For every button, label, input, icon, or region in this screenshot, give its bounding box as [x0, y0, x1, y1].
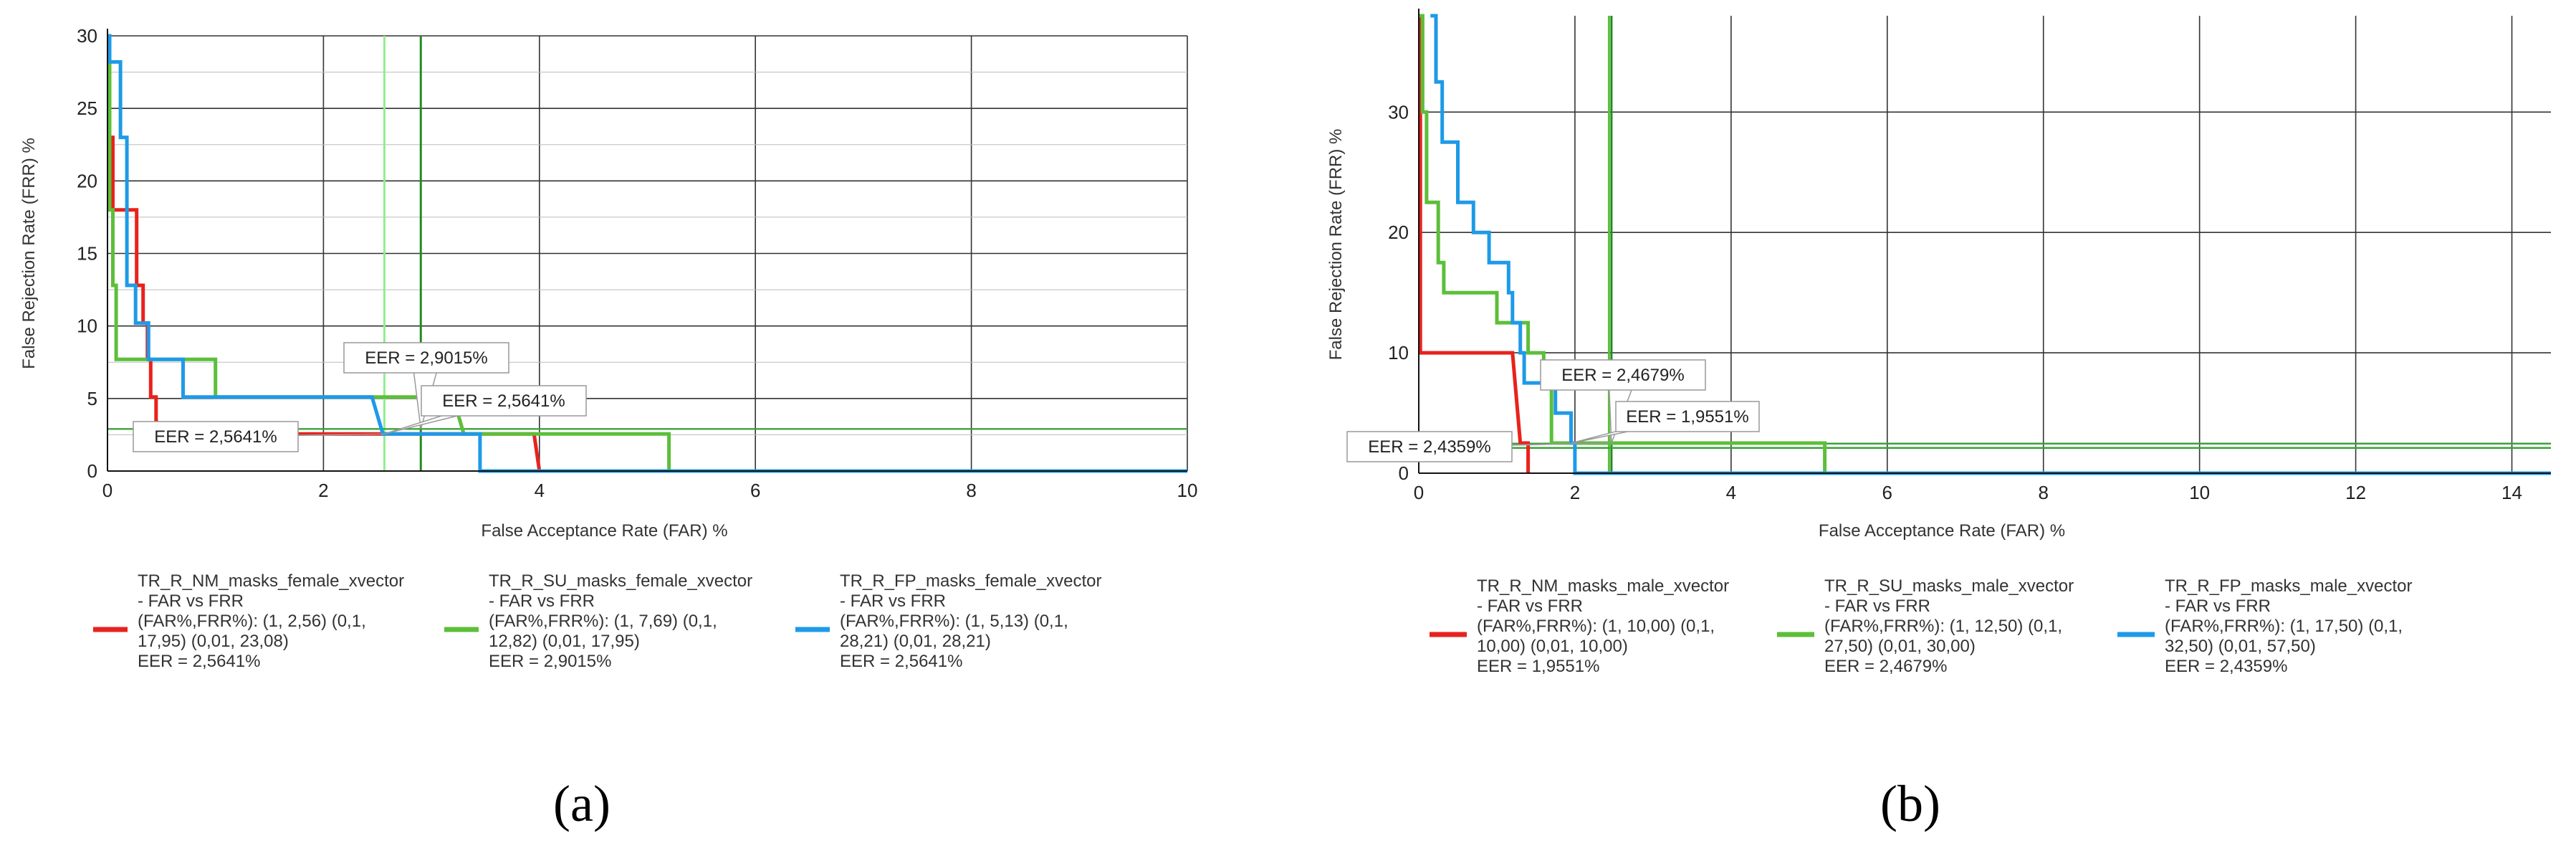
c1-eer-label-0: EER = 2,4679%	[1561, 366, 1684, 385]
c1-xtick-0: 0	[1414, 482, 1424, 503]
panel-label-a: (a)	[553, 775, 611, 832]
c1-xtick-4: 8	[2038, 482, 2048, 503]
c0-legend-text-1-4: EER = 2,9015%	[489, 652, 611, 671]
c0-eer-box-2	[133, 421, 299, 452]
c0-ytick-4: 20	[77, 170, 97, 191]
c1-legend-text-2-2: (FAR%,FRR%): (1, 17,50) (0,1,	[2165, 617, 2403, 636]
c0-ytick-5: 25	[77, 98, 97, 119]
c0-xtick-1: 2	[318, 480, 328, 501]
c0-ytick-1: 5	[87, 388, 97, 409]
c1-legend-text-1-4: EER = 2,4679%	[1824, 657, 1947, 676]
c1-legend-text-0-4: EER = 1,9551%	[1477, 657, 1599, 676]
c0-eer-label-0: EER = 2,9015%	[365, 348, 487, 368]
c1-eer-box-1	[1615, 401, 1760, 432]
c0-legend-text-0-2: (FAR%,FRR%): (1, 2,56) (0,1,	[138, 612, 366, 631]
c0-legend-text-0-0: TR_R_NM_masks_female_xvector	[138, 571, 404, 591]
c0-xtick-5: 10	[1177, 480, 1198, 501]
c1-ytick-1: 10	[1388, 342, 1409, 363]
panel-a-chart: 0 2 4 6 8 10 0 5 10 15 20 25 30 False Acceptance Rate…	[19, 25, 1197, 671]
c0-legend-text-2-1: - FAR vs FRR	[840, 591, 946, 611]
c0-eer-label-2: EER = 2,5641%	[154, 427, 277, 447]
c0-legend-text-2-4: EER = 2,5641%	[840, 652, 962, 671]
c1-legend-text-0-1: - FAR vs FRR	[1477, 597, 1583, 616]
c0-series-line-2	[107, 34, 1187, 473]
c0-xtick-4: 8	[966, 480, 976, 501]
c1-eer-label-1: EER = 1,9551%	[1626, 407, 1748, 427]
c1-xtick-1: 2	[1570, 482, 1580, 503]
c1-legend-text-1-1: - FAR vs FRR	[1824, 597, 1930, 616]
c0-xtick-3: 6	[750, 480, 760, 501]
c0-ytick-6: 30	[77, 25, 97, 47]
c0-ytick-3: 15	[77, 243, 97, 265]
c0-eer-box-1	[421, 385, 587, 417]
c1-xlabel: False Acceptance Rate (FAR) %	[1819, 521, 2065, 541]
c1-legend-text-2-4: EER = 2,4359%	[2165, 657, 2287, 676]
c1-xtick-5: 10	[2189, 482, 2210, 503]
c1-series-line-0	[1418, 14, 1531, 473]
c1-eer-label-2: EER = 2,4359%	[1368, 437, 1490, 457]
c1-ytick-0: 0	[1399, 462, 1409, 484]
c0-legend-text-0-4: EER = 2,5641%	[138, 652, 260, 671]
c0-legend-text-1-0: TR_R_SU_masks_female_xvector	[489, 571, 752, 591]
c1-legend-text-2-3: 32,50) (0,01, 57,50)	[2165, 637, 2316, 656]
c1-eer-box-0	[1540, 359, 1706, 391]
c1-series-line-2	[1430, 14, 2551, 475]
c1-legend-text-1-0: TR_R_SU_masks_male_xvector	[1824, 576, 2074, 596]
c1-ylabel: False Rejection Rate (FRR) %	[1326, 129, 1346, 361]
c1-legend-text-2-1: - FAR vs FRR	[2165, 597, 2271, 616]
c1-legend-text-2-0: TR_R_FP_masks_male_xvector	[2165, 576, 2412, 596]
c0-legend-text-1-2: (FAR%,FRR%): (1, 7,69) (0,1,	[489, 612, 717, 631]
c0-legend-text-2-3: 28,21) (0,01, 28,21)	[840, 632, 991, 651]
c0-legend-text-1-1: - FAR vs FRR	[489, 591, 595, 611]
c1-xtick-3: 6	[1882, 482, 1892, 503]
c1-legend-text-0-0: TR_R_NM_masks_male_xvector	[1477, 576, 1729, 596]
c1-eer-box-2	[1346, 431, 1513, 462]
c0-eer-label-1: EER = 2,5641%	[442, 391, 565, 411]
c1-legend-text-0-3: 10,00) (0,01, 10,00)	[1477, 637, 1628, 656]
c1-legend-text-1-3: 27,50) (0,01, 30,00)	[1824, 637, 1976, 656]
panel-b-chart: 0 2 4 6 8 10 12 14 0 10 20 30 False Acceptance Rate …	[1326, 9, 2551, 676]
c1-legend-text-1-2: (FAR%,FRR%): (1, 12,50) (0,1,	[1824, 617, 2062, 636]
c0-eer-box-0	[343, 342, 509, 374]
c0-legend-text-0-3: 17,95) (0,01, 23,08)	[138, 632, 289, 651]
c0-xtick-2: 4	[535, 480, 545, 501]
c0-xlabel: False Acceptance Rate (FAR) %	[481, 521, 727, 541]
c0-legend-text-1-3: 12,82) (0,01, 17,95)	[489, 632, 640, 651]
c0-ylabel: False Rejection Rate (FRR) %	[19, 138, 39, 369]
c1-ytick-3: 30	[1388, 101, 1409, 123]
c1-xtick-7: 14	[2501, 482, 2522, 503]
c0-xtick-0: 0	[102, 480, 112, 501]
c1-legend-text-0-2: (FAR%,FRR%): (1, 10,00) (0,1,	[1477, 617, 1715, 636]
c1-ytick-2: 20	[1388, 222, 1409, 243]
c0-ytick-0: 0	[87, 460, 97, 482]
c1-xtick-2: 4	[1726, 482, 1736, 503]
c0-legend-text-2-2: (FAR%,FRR%): (1, 5,13) (0,1,	[840, 612, 1068, 631]
c0-legend-text-0-1: - FAR vs FRR	[138, 591, 244, 611]
c0-legend-text-2-0: TR_R_FP_masks_female_xvector	[840, 571, 1101, 591]
c0-ytick-2: 10	[77, 315, 97, 337]
c1-xtick-6: 12	[2345, 482, 2366, 503]
panel-label-b: (b)	[1880, 775, 1940, 832]
